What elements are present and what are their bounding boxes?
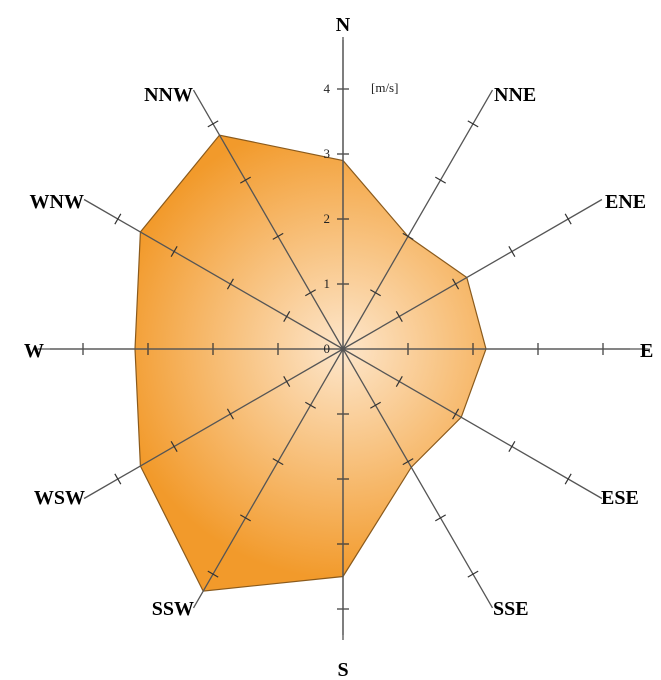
axis-wsw: [83, 348, 344, 500]
tick-mark: [283, 376, 291, 387]
tick-mark: [508, 246, 516, 257]
tick-mark: [564, 473, 572, 485]
tick-mark: [170, 246, 178, 257]
tick-mark: [435, 176, 446, 184]
direction-label-ene: ENE: [605, 191, 646, 213]
direction-label-ese: ESE: [601, 487, 639, 509]
tick-mark: [207, 570, 219, 578]
radial-tick-label: 4: [324, 81, 331, 96]
tick-mark: [452, 278, 460, 290]
wind-speed-polygon: [134, 134, 487, 592]
tick-mark: [467, 120, 479, 128]
tick-mark: [402, 458, 414, 466]
axis-ese: [342, 348, 603, 500]
tick-mark: [305, 289, 316, 297]
tick-mark: [272, 232, 284, 240]
tick-mark: [207, 120, 219, 128]
tick-mark: [402, 232, 414, 240]
tick-mark: [283, 311, 291, 322]
direction-label-sse: SSE: [493, 598, 529, 620]
tick-mark: [467, 570, 479, 578]
direction-label-n: N: [336, 14, 351, 36]
tick-mark: [226, 408, 234, 420]
axis-ssw: [192, 348, 344, 609]
direction-label-e: E: [640, 340, 653, 362]
tick-mark: [435, 514, 446, 522]
tick-mark: [395, 311, 403, 322]
direction-label-nne: NNE: [494, 84, 536, 106]
tick-mark: [170, 441, 178, 452]
tick-mark: [114, 473, 122, 485]
tick-mark: [452, 408, 460, 420]
direction-label-s: S: [337, 659, 348, 680]
direction-label-ssw: SSW: [152, 598, 194, 620]
tick-mark: [240, 176, 251, 184]
tick-mark: [370, 289, 381, 297]
tick-mark: [114, 213, 122, 225]
tick-mark: [305, 401, 316, 409]
direction-label-wnw: WNW: [30, 191, 84, 213]
tick-mark: [370, 401, 381, 409]
radial-tick-label: 3: [324, 146, 331, 161]
tick-mark: [508, 441, 516, 452]
radial-tick-label: 2: [324, 211, 331, 226]
axis-nne: [342, 89, 494, 350]
tick-mark: [226, 278, 234, 290]
tick-mark: [564, 213, 572, 225]
axis-sse: [342, 348, 494, 609]
axis-wnw: [83, 198, 344, 350]
direction-label-nnw: NNW: [144, 84, 193, 106]
tick-mark: [395, 376, 403, 387]
tick-mark: [272, 458, 284, 466]
axis-nnw: [192, 89, 344, 350]
direction-label-w: W: [24, 340, 44, 362]
radial-tick-label: 0: [324, 341, 331, 356]
unit-label: [m/s]: [371, 80, 398, 95]
axis-ene: [342, 198, 603, 350]
direction-label-wsw: WSW: [34, 487, 85, 509]
tick-mark: [240, 514, 251, 522]
radial-tick-label: 1: [324, 276, 331, 291]
